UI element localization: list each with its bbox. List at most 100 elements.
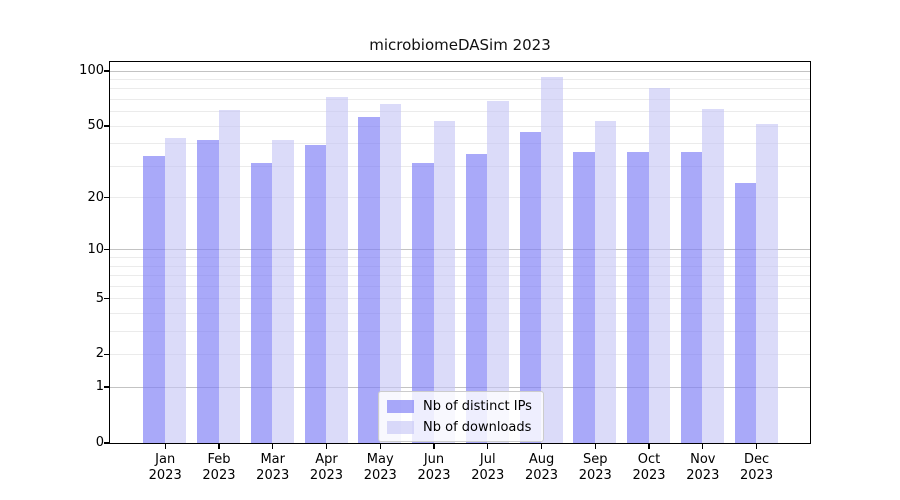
x-tick-label-year: 2023 <box>524 468 559 483</box>
x-tick-label-year: 2023 <box>309 468 344 483</box>
x-tick-dec <box>755 444 758 449</box>
x-tick-apr <box>325 444 328 449</box>
gridline-minor-70 <box>109 99 810 101</box>
bar-downloads-may <box>379 103 402 443</box>
x-tick-label-sep: Sep 2023 <box>565 452 625 484</box>
x-tick-label-jan: Jan 2023 <box>135 452 195 484</box>
x-tick-jun <box>433 444 435 449</box>
bar-distinct-ips-jan <box>143 156 165 443</box>
x-tick-feb <box>218 444 220 449</box>
x-tick-label-year: 2023 <box>578 468 612 483</box>
bar-distinct-ips-apr <box>304 145 327 443</box>
x-tick-jan <box>164 444 166 449</box>
bar-distinct-ips-nov <box>680 151 703 443</box>
x-tick-label-month: Dec <box>743 452 770 467</box>
x-tick-nov <box>702 444 704 449</box>
bar-downloads-feb <box>218 110 241 443</box>
x-tick-label-nov: Nov 2023 <box>673 452 733 484</box>
gridline-minor-4 <box>109 312 810 314</box>
x-tick-label-feb: Feb 2023 <box>189 452 249 484</box>
x-tick-label-oct: Oct 2023 <box>619 452 679 484</box>
bar-downloads-mar <box>272 139 294 443</box>
x-tick-label-year: 2023 <box>686 468 720 483</box>
x-tick-label-month: Jun <box>423 452 445 467</box>
x-tick-label-year: 2023 <box>256 468 290 483</box>
x-tick-label-dec: Dec 2023 <box>727 452 787 484</box>
x-tick-label-jun: Jun 2023 <box>404 452 464 484</box>
x-tick-label-year: 2023 <box>471 468 505 483</box>
gridline-minor-3 <box>109 330 810 332</box>
gridline-minor-20 <box>109 197 810 199</box>
y-tick-50 <box>104 125 109 127</box>
gridline-minor-90 <box>109 79 810 81</box>
bar-downloads-nov <box>702 108 724 443</box>
x-tick-label-month: Nov <box>690 452 716 467</box>
bar-downloads-aug <box>541 77 563 443</box>
y-tick-label-1: 1 <box>95 379 104 395</box>
gridline-major-1 <box>109 386 810 388</box>
x-tick-label-month: Oct <box>637 452 661 467</box>
gridline-minor-6 <box>109 285 810 287</box>
y-tick-5 <box>104 297 109 300</box>
x-tick-label-month: Mar <box>260 452 285 467</box>
bar-downloads-jun <box>433 121 456 443</box>
x-tick-may <box>379 444 381 449</box>
legend-swatch-distinct-ips-icon <box>387 399 414 413</box>
bar-distinct-ips-aug <box>519 132 542 443</box>
y-tick-2 <box>104 353 109 356</box>
x-tick-jul <box>487 444 489 449</box>
y-tick-label-50: 50 <box>87 118 104 134</box>
bar-downloads-jan <box>164 137 187 443</box>
x-tick-label-jul: Jul 2023 <box>458 452 518 484</box>
y-tick-0 <box>104 442 109 444</box>
plot-area <box>108 60 811 444</box>
x-tick-label-month: Feb <box>207 452 231 467</box>
x-tick-label-month: Apr <box>315 452 338 467</box>
bar-downloads-jul <box>487 101 509 443</box>
x-tick-label-mar: Mar 2023 <box>243 452 303 484</box>
gridline-minor-80 <box>109 88 810 90</box>
chart-title: microbiomeDASim 2023 <box>369 36 551 54</box>
x-tick-label-year: 2023 <box>363 468 397 483</box>
gridline-minor-7 <box>109 275 810 277</box>
y-tick-label-5: 5 <box>95 290 104 306</box>
bar-distinct-ips-jul <box>465 153 488 443</box>
gridline-minor-40 <box>109 143 810 145</box>
gridline-minor-30 <box>109 165 810 167</box>
gridline-minor-9 <box>109 257 810 259</box>
legend-item-distinct-ips: Nb of distinct IPs <box>387 397 532 415</box>
legend-label-downloads: Nb of downloads <box>423 419 532 435</box>
bar-distinct-ips-dec <box>734 183 757 443</box>
x-tick-label-year: 2023 <box>417 468 451 483</box>
legend-item-downloads: Nb of downloads <box>387 418 532 436</box>
x-tick-label-year: 2023 <box>148 468 182 483</box>
bar-downloads-oct <box>648 88 671 443</box>
x-tick-mar <box>272 444 274 449</box>
bar-downloads-apr <box>326 96 348 443</box>
x-tick-label-month: Jan <box>155 452 176 467</box>
bar-downloads-dec <box>756 124 778 443</box>
y-tick-label-20: 20 <box>87 189 104 205</box>
y-tick-label-100: 100 <box>79 63 104 78</box>
y-tick-100 <box>104 70 109 72</box>
x-tick-label-month: Sep <box>583 452 608 467</box>
x-tick-label-month: Aug <box>528 452 555 467</box>
gridline-minor-60 <box>109 111 810 113</box>
bar-distinct-ips-mar <box>250 163 273 443</box>
bar-distinct-ips-sep <box>573 151 595 443</box>
x-tick-label-year: 2023 <box>202 468 236 483</box>
legend-label-distinct-ips: Nb of distinct IPs <box>423 398 532 414</box>
bar-distinct-ips-may <box>358 116 380 443</box>
gridline-minor-50 <box>109 125 810 127</box>
y-tick-label-2: 2 <box>95 346 104 362</box>
y-tick-1 <box>104 386 109 388</box>
y-tick-10 <box>104 249 109 251</box>
x-tick-label-month: Jul <box>479 452 496 467</box>
bar-distinct-ips-oct <box>627 151 649 443</box>
gridline-major-10 <box>109 249 810 251</box>
x-tick-label-year: 2023 <box>740 468 774 483</box>
x-tick-label-aug: Aug 2023 <box>512 452 572 484</box>
bar-distinct-ips-feb <box>197 139 219 443</box>
y-tick-label-10: 10 <box>87 241 104 257</box>
